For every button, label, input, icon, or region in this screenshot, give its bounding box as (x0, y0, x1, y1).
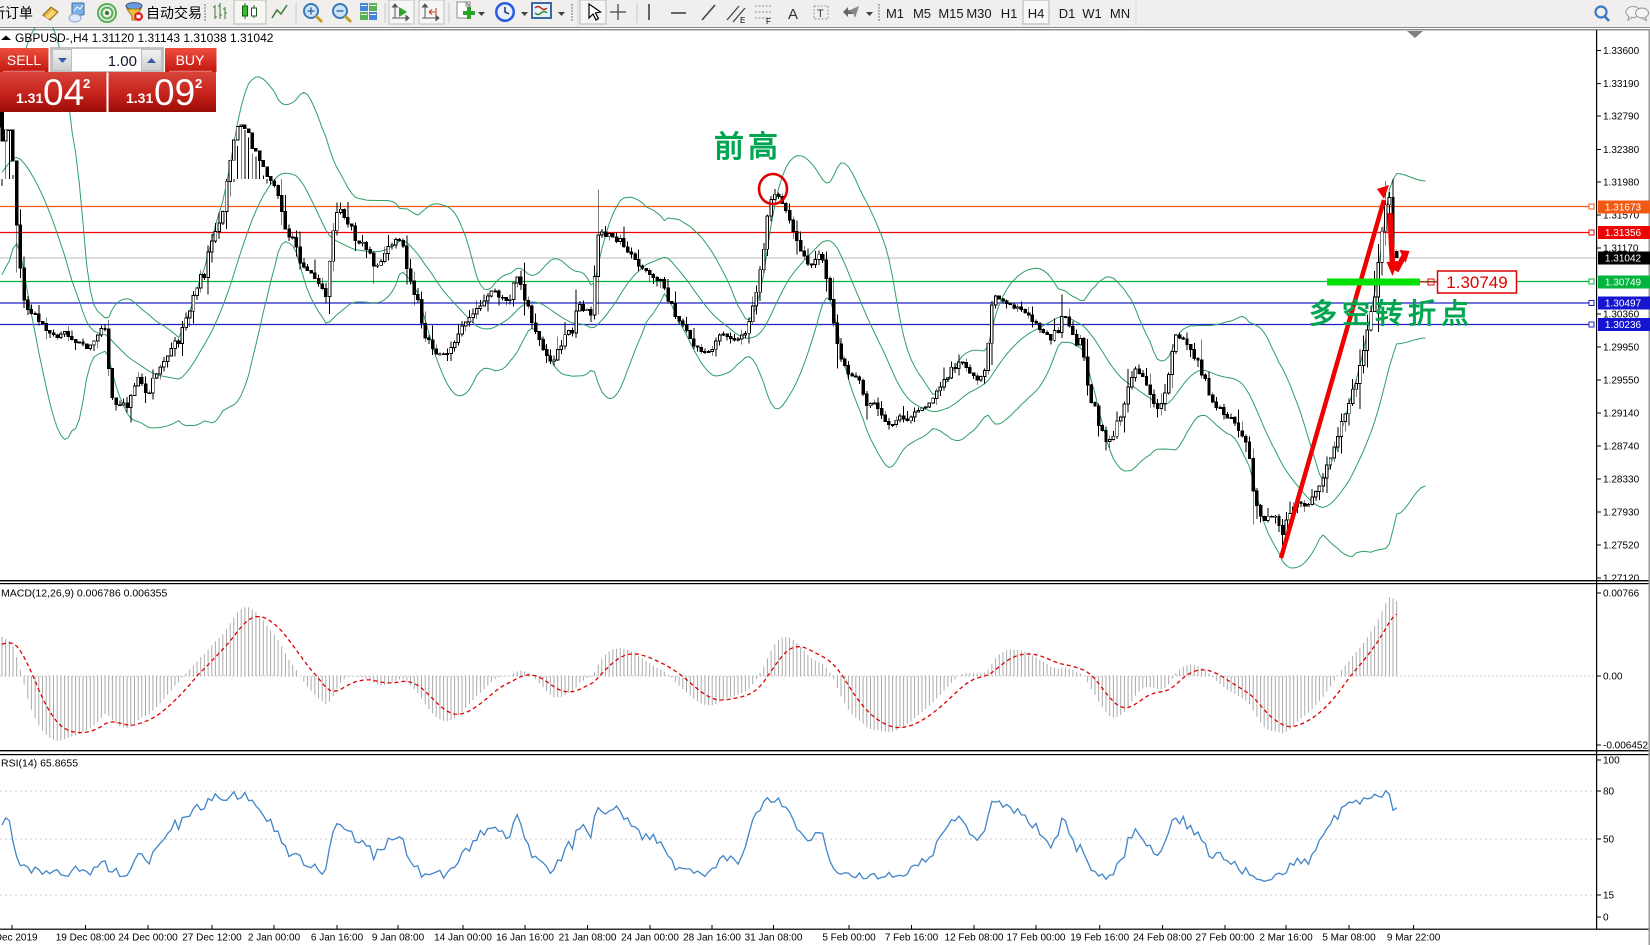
svg-text:M15: M15 (938, 6, 963, 21)
svg-text:1.31980: 1.31980 (1603, 178, 1640, 189)
svg-text:1.28740: 1.28740 (1603, 442, 1640, 453)
svg-text:16 Jan 16:00: 16 Jan 16:00 (496, 933, 554, 944)
svg-text:6 Jan 16:00: 6 Jan 16:00 (311, 933, 364, 944)
svg-text:A: A (788, 6, 798, 23)
svg-text:2: 2 (83, 76, 90, 91)
svg-text:27 Feb 00:00: 27 Feb 00:00 (1196, 933, 1255, 944)
svg-text:H4: H4 (1028, 6, 1045, 21)
svg-text:1.31170: 1.31170 (1603, 244, 1639, 255)
svg-text:2 Jan 00:00: 2 Jan 00:00 (248, 933, 301, 944)
svg-text:1.31356: 1.31356 (1605, 228, 1642, 239)
svg-text:0: 0 (1603, 913, 1609, 924)
svg-text:50: 50 (1603, 835, 1615, 846)
svg-text:E: E (740, 16, 745, 25)
svg-text:1.31673: 1.31673 (1605, 203, 1642, 214)
svg-text:0.00766: 0.00766 (1603, 589, 1640, 600)
svg-text:12 Feb 08:00: 12 Feb 08:00 (945, 933, 1004, 944)
svg-text:19 Feb 16:00: 19 Feb 16:00 (1070, 933, 1129, 944)
svg-text:1.29950: 1.29950 (1603, 343, 1640, 354)
svg-text:1.31: 1.31 (16, 90, 43, 106)
svg-text:21 Jan 08:00: 21 Jan 08:00 (559, 933, 617, 944)
svg-text:前高: 前高 (714, 131, 782, 164)
svg-text:9 Mar 22:00: 9 Mar 22:00 (1387, 933, 1441, 944)
svg-text:F: F (766, 17, 771, 26)
svg-text:5 Mar 08:00: 5 Mar 08:00 (1322, 933, 1376, 944)
svg-text:BUY: BUY (176, 52, 205, 68)
svg-text:1.30236: 1.30236 (1605, 320, 1642, 331)
svg-text:1.32790: 1.32790 (1603, 112, 1640, 123)
svg-text:1.33600: 1.33600 (1603, 46, 1640, 57)
svg-text:15: 15 (1603, 891, 1615, 902)
svg-text:1.30497: 1.30497 (1605, 299, 1642, 310)
svg-text:1.29550: 1.29550 (1603, 376, 1640, 387)
svg-text:24 Feb 08:00: 24 Feb 08:00 (1133, 933, 1192, 944)
svg-text:1.28330: 1.28330 (1603, 475, 1640, 486)
svg-text:80: 80 (1603, 787, 1615, 798)
svg-text:04: 04 (43, 72, 84, 113)
svg-text:17 Feb 00:00: 17 Feb 00:00 (1007, 933, 1066, 944)
svg-text:31 Jan 08:00: 31 Jan 08:00 (745, 933, 803, 944)
svg-text:W1: W1 (1082, 6, 1102, 21)
svg-text:-0.006452: -0.006452 (1603, 741, 1648, 752)
svg-text:2 Mar 16:00: 2 Mar 16:00 (1259, 933, 1313, 944)
svg-text:100: 100 (1603, 756, 1620, 767)
svg-text:新订单: 新订单 (0, 5, 33, 21)
svg-text:T: T (817, 8, 824, 20)
svg-text:1.30749: 1.30749 (1605, 278, 1642, 289)
svg-text:D1: D1 (1059, 6, 1076, 21)
svg-text:1.31570: 1.31570 (1603, 211, 1640, 222)
svg-text:多空转折点: 多空转折点 (1309, 297, 1474, 329)
svg-text:MACD(12,26,9) 0.006786 0.00635: MACD(12,26,9) 0.006786 0.006355 (1, 588, 168, 600)
svg-text:1.00: 1.00 (108, 53, 137, 70)
svg-text:14 Jan 00:00: 14 Jan 00:00 (434, 933, 492, 944)
svg-text:H1: H1 (1001, 6, 1018, 21)
svg-text:1.27520: 1.27520 (1603, 541, 1640, 552)
svg-text:9 Jan 08:00: 9 Jan 08:00 (372, 933, 425, 944)
svg-text:1.31: 1.31 (126, 90, 153, 106)
svg-text:5 Dec 2019: 5 Dec 2019 (0, 933, 38, 944)
svg-text:自动交易: 自动交易 (146, 5, 202, 21)
svg-text:RSI(14) 65.8655: RSI(14) 65.8655 (1, 758, 78, 770)
svg-text:24 Jan 00:00: 24 Jan 00:00 (621, 933, 679, 944)
svg-text:1.27120: 1.27120 (1603, 574, 1640, 585)
svg-text:M1: M1 (886, 6, 904, 21)
svg-text:0.00: 0.00 (1603, 672, 1623, 683)
svg-text:19 Dec 08:00: 19 Dec 08:00 (56, 933, 116, 944)
svg-text:MN: MN (1110, 6, 1130, 21)
svg-text:1.31042: 1.31042 (1605, 254, 1642, 265)
svg-text:GBPUSD-,H4 1.31120 1.31143 1.: GBPUSD-,H4 1.31120 1.31143 1.31038 1.310… (15, 31, 274, 45)
svg-text:5 Feb 00:00: 5 Feb 00:00 (822, 933, 876, 944)
svg-text:SELL: SELL (7, 52, 41, 68)
svg-text:28 Jan 16:00: 28 Jan 16:00 (683, 933, 741, 944)
svg-text:M30: M30 (966, 6, 991, 21)
svg-text:27 Dec 12:00: 27 Dec 12:00 (182, 933, 242, 944)
svg-text:1.29140: 1.29140 (1603, 409, 1640, 420)
svg-text:1.30749: 1.30749 (1446, 273, 1507, 292)
svg-text:M5: M5 (913, 6, 931, 21)
svg-text:24 Dec 00:00: 24 Dec 00:00 (118, 933, 178, 944)
svg-text:1.32380: 1.32380 (1603, 145, 1640, 156)
svg-text:1.33190: 1.33190 (1603, 79, 1640, 90)
svg-text:09: 09 (154, 72, 195, 113)
svg-text:1.30360: 1.30360 (1603, 310, 1640, 321)
svg-text:7 Feb 16:00: 7 Feb 16:00 (885, 933, 939, 944)
svg-text:1.27930: 1.27930 (1603, 508, 1640, 519)
svg-text:2: 2 (195, 76, 202, 91)
